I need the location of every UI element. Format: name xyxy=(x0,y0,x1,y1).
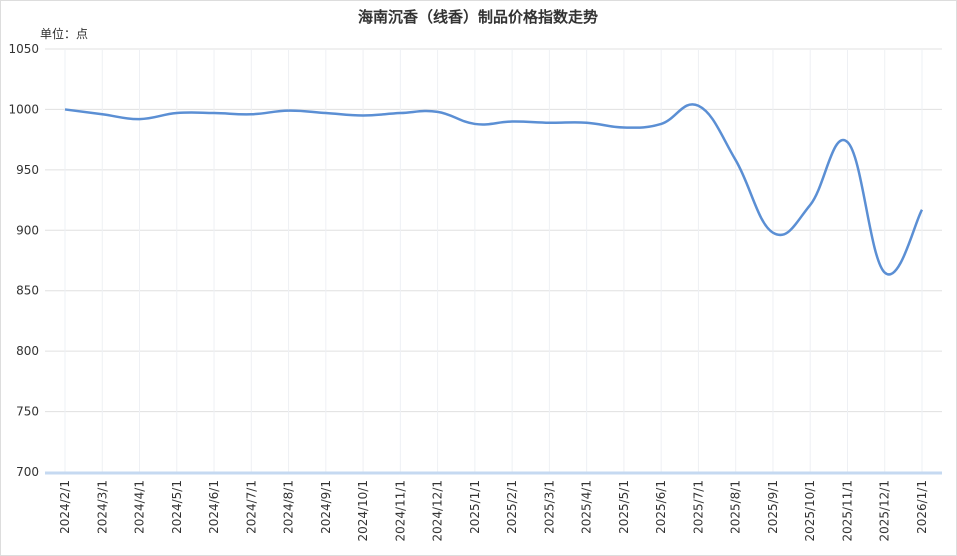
x-tick-label: 2024/4/1 xyxy=(133,480,147,534)
x-tick-label: 2025/9/1 xyxy=(766,480,780,534)
y-tick-label: 950 xyxy=(16,163,39,177)
y-tick-label: 850 xyxy=(16,284,39,298)
y-tick-label: 800 xyxy=(16,344,39,358)
x-tick-label: 2025/5/1 xyxy=(617,480,631,534)
x-tick-label: 2024/9/1 xyxy=(319,480,333,534)
x-tick-label: 2025/10/1 xyxy=(803,480,817,542)
data-line xyxy=(64,103,924,276)
x-tick-label: 2025/1/1 xyxy=(468,480,482,534)
x-tick-label: 2025/12/1 xyxy=(878,480,892,542)
x-tick-label: 2024/5/1 xyxy=(170,480,184,534)
x-tick-label: 2024/8/1 xyxy=(282,480,296,534)
y-tick-label: 1050 xyxy=(8,42,39,56)
chart-title: 海南沉香（线香）制品价格指数走势 xyxy=(358,8,598,26)
x-tick-label: 2025/6/1 xyxy=(654,480,668,534)
x-tick-label: 2025/2/1 xyxy=(505,480,519,534)
x-tick-label: 2024/6/1 xyxy=(207,480,221,534)
x-tick-label: 2025/7/1 xyxy=(691,480,705,534)
x-tick-label: 2024/2/1 xyxy=(58,480,72,534)
y-tick-label: 700 xyxy=(16,465,39,479)
x-tick-label: 2026/1/1 xyxy=(915,480,929,534)
x-tick-label: 2024/3/1 xyxy=(95,480,109,534)
y-tick-label: 1000 xyxy=(8,102,39,116)
x-tick-label: 2024/7/1 xyxy=(244,480,258,534)
x-tick-label: 2025/3/1 xyxy=(542,480,556,534)
x-tick-label: 2025/4/1 xyxy=(580,480,594,534)
x-tick-label: 2024/10/1 xyxy=(356,480,370,542)
y-tick-label: 750 xyxy=(16,405,39,419)
unit-label: 单位：点 xyxy=(40,26,88,41)
x-tick-label: 2025/8/1 xyxy=(729,480,743,534)
y-tick-label: 900 xyxy=(16,223,39,237)
x-tick-label: 2024/12/1 xyxy=(431,480,445,542)
x-tick-label: 2025/11/1 xyxy=(840,480,854,542)
x-tick-label: 2024/11/1 xyxy=(393,480,407,542)
